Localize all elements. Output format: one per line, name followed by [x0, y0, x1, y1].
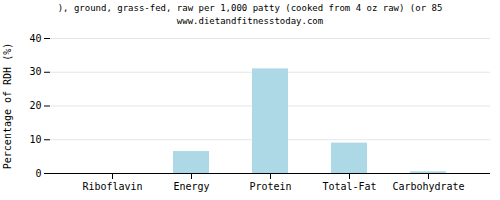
svg-text:Total-Fat: Total-Fat	[322, 181, 376, 192]
svg-text:Carbohydrate: Carbohydrate	[392, 181, 464, 192]
svg-text:30: 30	[29, 66, 41, 77]
svg-text:Energy: Energy	[173, 181, 209, 192]
svg-text:Protein: Protein	[249, 181, 291, 192]
svg-text:Percentage of RDH (%): Percentage of RDH (%)	[2, 43, 13, 169]
svg-text:Riboflavin: Riboflavin	[82, 181, 142, 192]
svg-text:0: 0	[35, 168, 41, 179]
html-text:www.dietandfitnesstoday.com: www.dietandfitnesstoday.com	[176, 16, 324, 26]
html-text:), ground, grass-fed, raw per: ), ground, grass-fed, raw per 1,000 patt…	[57, 3, 443, 13]
svg-text:20: 20	[29, 100, 41, 111]
svg-text:10: 10	[29, 134, 41, 145]
svg-text:40: 40	[29, 33, 41, 44]
